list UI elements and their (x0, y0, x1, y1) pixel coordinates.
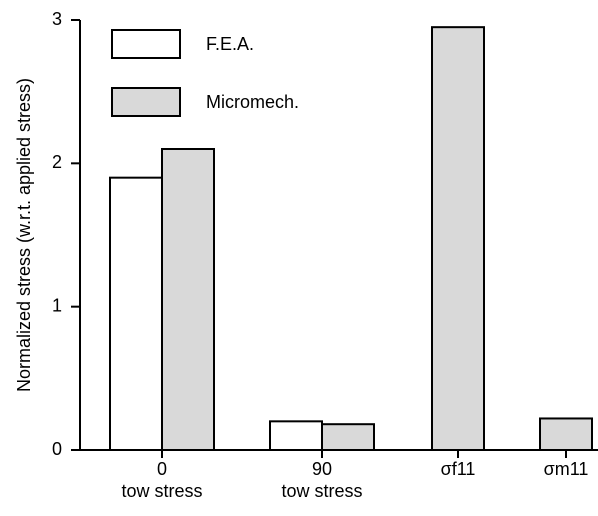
bar (321, 423, 375, 452)
y-axis-label: Normalized stress (w.r.t. applied stress… (14, 78, 34, 392)
legend-swatch (111, 29, 181, 59)
x-tick-label: 0 tow stress (121, 459, 203, 501)
legend-label: Micromech. (206, 92, 299, 112)
bar (269, 420, 323, 452)
bar (539, 417, 593, 452)
x-tick-label: 90 tow stress (281, 459, 363, 501)
y-tick-label: 2 (52, 152, 62, 172)
bar (161, 148, 215, 451)
legend-label: F.E.A. (206, 34, 254, 54)
legend-swatch (111, 87, 181, 117)
bar (109, 176, 163, 452)
x-tick-label: σm11 (543, 459, 589, 479)
y-tick-label: 3 (52, 9, 62, 29)
x-tick-label: σf11 (440, 459, 476, 479)
bar (431, 26, 485, 452)
y-tick-label: 1 (52, 295, 62, 315)
y-tick-label: 0 (52, 439, 62, 459)
